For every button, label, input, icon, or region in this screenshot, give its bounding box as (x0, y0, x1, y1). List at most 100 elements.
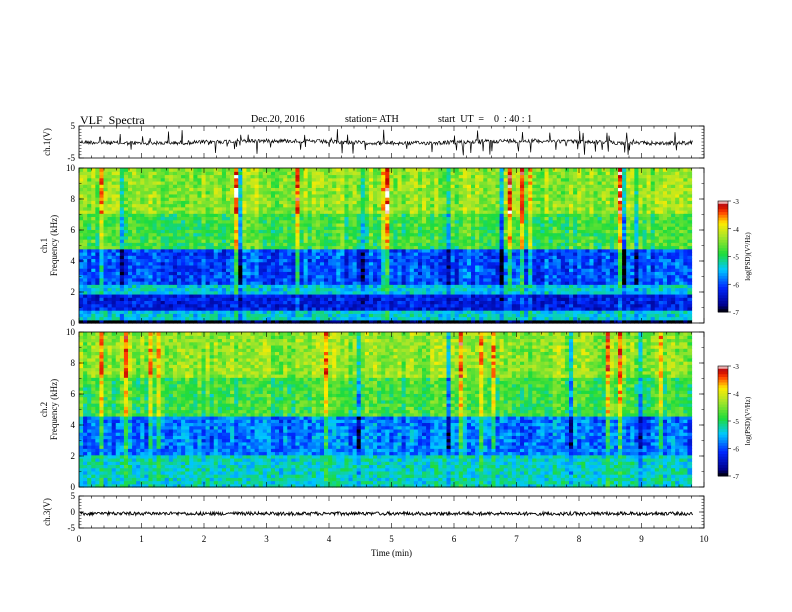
spectrogram-cell (491, 316, 497, 321)
spectrogram-cell (348, 303, 354, 308)
spectrogram-cell (560, 303, 566, 308)
spectrogram-cell (307, 297, 313, 301)
spectrogram-cell (646, 300, 652, 305)
spectrogram-cell (148, 306, 154, 311)
spectrogram-cell (226, 316, 231, 321)
spectrogram-cell (254, 316, 260, 321)
spectrogram-cell (662, 319, 668, 324)
spectrogram-cell (422, 310, 427, 314)
spectrogram-cell (217, 300, 223, 305)
spectrogram-cell (687, 300, 693, 305)
spectrogram-cell (291, 316, 297, 321)
spectrogram-cell (638, 316, 644, 321)
spectrogram-cell (185, 316, 190, 321)
spectrogram-cell (360, 297, 366, 301)
spectrogram-cell (103, 319, 109, 324)
spectrogram-cell (650, 316, 656, 321)
spectrogram-cell (450, 306, 456, 311)
spectrogram-cell (291, 303, 297, 308)
spectrogram-cell (295, 319, 301, 324)
spectrogram-cell (548, 316, 554, 321)
spectrogram-cell (99, 297, 105, 301)
spectrogram-cell (107, 319, 113, 324)
spectrogram-cell (238, 310, 243, 314)
spectrogram-cell (299, 303, 305, 308)
spectrogram-cell (671, 310, 676, 314)
spectrogram-cell (152, 313, 158, 318)
spectrogram-cell (352, 300, 358, 305)
spectrogram-cell (364, 300, 370, 305)
spectrogram-cell (442, 313, 448, 318)
spectrogram-cell (524, 300, 529, 305)
spectrogram-cell (462, 303, 468, 308)
spectrogram-cell (344, 310, 350, 314)
spectrogram-cell (213, 297, 219, 301)
spectrogram-cell (556, 300, 562, 305)
spectrogram-cell (181, 306, 186, 311)
spectrogram-cell (626, 303, 631, 308)
spectrogram-cell (156, 310, 162, 314)
spectrogram-cell (634, 306, 640, 311)
spectrogram-cell (675, 306, 680, 311)
spectrogram-cell (475, 319, 480, 324)
spectrogram-cell (115, 300, 121, 305)
spectrogram-cell (605, 313, 611, 318)
spectrogram-cell (177, 300, 182, 305)
spectrogram-cell (344, 300, 350, 305)
spectrogram-cell (381, 310, 386, 314)
spectrogram-cell (499, 310, 505, 314)
spectrogram-cell (634, 319, 640, 324)
spectrogram-cell (287, 310, 292, 314)
spectrogram-cell (385, 310, 390, 314)
spectrogram-cell (258, 303, 264, 308)
spectrogram-cell (148, 313, 154, 318)
spectrogram-cell (446, 316, 452, 321)
spectrogram-cell (601, 303, 607, 308)
spectrogram-cell (675, 300, 680, 305)
spectrogram-cell (226, 300, 231, 305)
spectrogram-cell (556, 316, 562, 321)
spectrogram-cell (475, 300, 480, 305)
spectrogram-cell (303, 297, 309, 301)
spectrogram-cell (258, 316, 264, 321)
spectrogram-cell (413, 306, 419, 311)
spectrogram-cell (164, 319, 170, 324)
spectrogram-cell (315, 297, 321, 301)
spectrogram-cell (495, 310, 501, 314)
spectrogram-cell (340, 306, 346, 311)
spectrogram-cell (234, 319, 239, 324)
spectrogram-cell (344, 313, 350, 318)
spectrogram-cell (332, 303, 337, 308)
spectrogram-cell (585, 303, 591, 308)
spectrogram-cell (597, 300, 603, 305)
spectrogram-cell (258, 319, 264, 324)
spectrogram-cell (397, 316, 403, 321)
spectrogram-cell (266, 316, 272, 321)
spectrogram-cell (377, 313, 382, 318)
spectrogram-cell (168, 319, 174, 324)
spectrogram-cell (360, 316, 366, 321)
spectrogram-cell (556, 313, 562, 318)
spectrogram-cell (687, 316, 693, 321)
spectrogram-cell (675, 319, 680, 324)
spectrogram-cell (646, 313, 652, 318)
spectrogram-cell (311, 313, 317, 318)
spectrogram-cell (315, 310, 321, 314)
spectrogram-cell (258, 297, 264, 301)
spectrogram-cell (569, 303, 574, 308)
spectrogram-cell (585, 310, 591, 314)
spectrogram-cell (197, 306, 203, 311)
spectrogram-cell (569, 300, 574, 305)
spectrogram-cell (160, 300, 166, 305)
spectrogram-cell (544, 303, 550, 308)
spectrogram-cell (148, 319, 154, 324)
spectrogram-cell (128, 306, 133, 311)
spectrogram-cell (373, 306, 378, 311)
spectrogram-cell (393, 306, 399, 311)
spectrogram-cell (193, 319, 199, 324)
spectrogram-cell (479, 310, 484, 314)
spectrogram-cell (634, 303, 640, 308)
spectrogram-cell (430, 316, 435, 321)
spectrogram-cell (528, 313, 533, 318)
spectrogram-cell (417, 316, 423, 321)
